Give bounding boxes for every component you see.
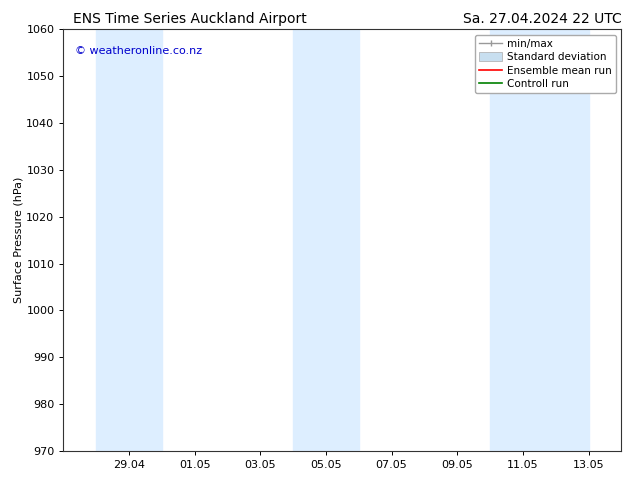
Bar <box>490 29 588 451</box>
Text: © weatheronline.co.nz: © weatheronline.co.nz <box>75 46 202 56</box>
Text: Sa. 27.04.2024 22 UTC: Sa. 27.04.2024 22 UTC <box>463 12 621 26</box>
Bar <box>96 29 162 451</box>
Legend: min/max, Standard deviation, Ensemble mean run, Controll run: min/max, Standard deviation, Ensemble me… <box>475 35 616 93</box>
Bar <box>293 29 359 451</box>
Y-axis label: Surface Pressure (hPa): Surface Pressure (hPa) <box>13 177 23 303</box>
Text: ENS Time Series Auckland Airport: ENS Time Series Auckland Airport <box>74 12 307 26</box>
